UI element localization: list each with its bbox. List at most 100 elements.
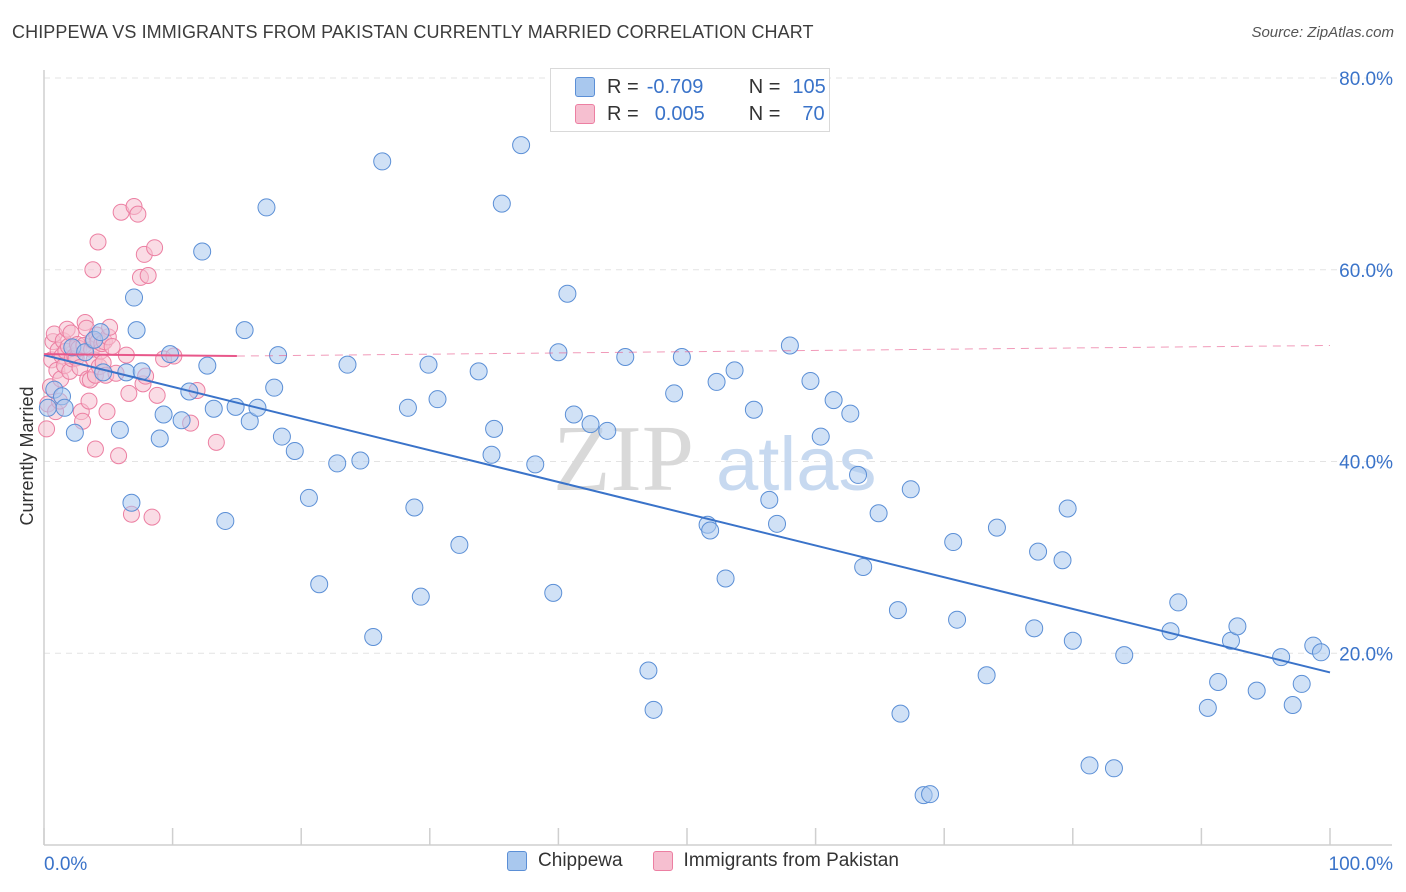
chippewa-point [744, 400, 763, 419]
chippewa-point [891, 704, 910, 723]
chippewa-point [1063, 631, 1082, 650]
legend-item-pakistan[interactable]: Immigrants from Pakistan [652, 850, 899, 872]
chippewa-point [888, 601, 907, 620]
chippewa-point [1115, 646, 1134, 665]
chippewa-point [193, 242, 212, 261]
legend-row-pakistan: R = 0.005 N = 70 [575, 102, 825, 126]
r-value-chippewa: -0.709 [646, 75, 704, 98]
watermark-zip: ZIP [553, 407, 694, 511]
x-tick-label-min: 0.0% [44, 854, 87, 875]
pakistan-point [80, 392, 98, 410]
chippewa-points [38, 136, 1330, 805]
n-label: N = [748, 75, 781, 98]
chippewa-point [428, 390, 447, 409]
pakistan-legend-swatch [652, 851, 673, 871]
pakistan-point [143, 508, 161, 526]
chippewa-point [38, 398, 57, 417]
pakistan-point [86, 440, 104, 458]
chippewa-point [725, 361, 744, 380]
y-tick-label: 40.0% [1339, 453, 1393, 474]
chippewa-point [760, 490, 779, 509]
chippewa-point [91, 323, 110, 342]
y-tick-label: 80.0% [1339, 69, 1393, 90]
legend-item-chippewa[interactable]: Chippewa [507, 850, 623, 872]
chippewa-point [110, 420, 129, 439]
chippewa-point [854, 557, 873, 576]
chippewa-point [977, 666, 996, 685]
axes [43, 70, 1392, 846]
chippewa-point [811, 427, 830, 446]
chippewa-point [1053, 551, 1072, 570]
y-axis-title: Currently Married [17, 386, 37, 525]
chippewa-point [398, 398, 417, 417]
legend-row-chippewa: R = -0.709 N = 105 [575, 75, 826, 99]
pakistan-point [103, 337, 121, 355]
chippewa-point [272, 427, 291, 446]
chippewa-point [716, 569, 735, 588]
chippewa-point [328, 454, 347, 473]
pakistan-point [120, 384, 138, 402]
r-label: R = [607, 75, 639, 98]
chippewa-legend-label: Chippewa [538, 850, 623, 871]
chippewa-trend-line [43, 354, 1331, 674]
chippewa-point [869, 504, 888, 523]
chippewa-point [76, 343, 95, 362]
chippewa-point [351, 451, 370, 470]
r-label: R = [607, 102, 639, 125]
chippewa-point [257, 198, 276, 217]
chippewa-point [987, 518, 1006, 537]
n-value-pakistan: 70 [802, 102, 825, 125]
chippewa-point [485, 419, 504, 438]
chippewa-point [901, 480, 920, 499]
chippewa-point [55, 398, 74, 417]
n-value-chippewa: 105 [792, 75, 826, 98]
chippewa-point [204, 399, 223, 418]
chippewa-point [549, 343, 568, 362]
chippewa-point [544, 583, 563, 602]
chippewa-point [558, 284, 577, 303]
chippewa-point [482, 445, 501, 464]
chippewa-point [198, 356, 217, 375]
pakistan-swatch [575, 104, 595, 124]
chippewa-point [1058, 499, 1077, 518]
chippewa-point [265, 378, 284, 397]
chippewa-point [127, 321, 146, 340]
chippewa-point [1198, 698, 1217, 717]
chippewa-point [707, 372, 726, 391]
pakistan-trend-extension [236, 344, 1331, 357]
chippewa-point [665, 384, 684, 403]
chippewa-point [581, 415, 600, 434]
chippewa-point [150, 429, 169, 448]
chippewa-point [310, 575, 329, 594]
pakistan-legend-label: Immigrants from Pakistan [683, 850, 899, 871]
trend-lines [43, 344, 1331, 674]
chippewa-point [364, 627, 383, 646]
chippewa-swatch [575, 77, 595, 97]
chippewa-point [1283, 696, 1302, 715]
chippewa-point [944, 533, 963, 552]
chippewa-point [125, 288, 144, 307]
chippewa-point [373, 152, 392, 171]
chippewa-point [1104, 759, 1123, 778]
chippewa-point [616, 347, 635, 366]
chippewa-point [161, 345, 180, 364]
watermark: ZIP atlas [553, 407, 877, 511]
source-label: Source: ZipAtlas.com [1251, 24, 1394, 41]
pakistan-point [207, 433, 225, 451]
chart-title: CHIPPEWA VS IMMIGRANTS FROM PAKISTAN CUR… [12, 22, 814, 42]
chippewa-point [526, 455, 545, 474]
chippewa-point [801, 371, 820, 390]
gridlines [44, 77, 1392, 654]
chippewa-point [154, 405, 173, 424]
chippewa-point [172, 411, 191, 430]
x-tick-label-max: 100.0% [1329, 854, 1394, 875]
chippewa-point [1025, 619, 1044, 638]
chippewa-point [780, 336, 799, 355]
watermark-atlas: atlas [716, 422, 877, 507]
chippewa-point [405, 498, 424, 517]
chippewa-point [269, 346, 288, 365]
chippewa-point [469, 362, 488, 381]
y-tick-label: 60.0% [1339, 261, 1393, 282]
chippewa-point [1292, 674, 1311, 693]
